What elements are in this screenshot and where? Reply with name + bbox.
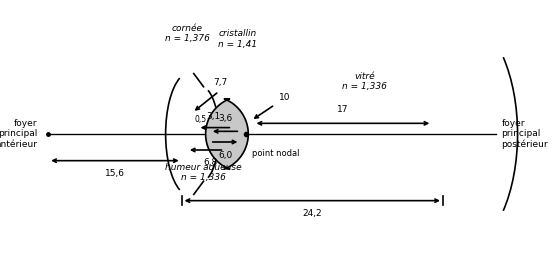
Text: 3,1: 3,1 [206,112,221,121]
Text: 6,8: 6,8 [204,158,218,167]
Text: foyer
principal
antérieur: foyer principal antérieur [0,119,38,149]
Text: humeur aqueuse
n = 1,336: humeur aqueuse n = 1,336 [165,163,241,182]
Text: point nodal: point nodal [252,149,300,158]
Text: 17: 17 [337,105,349,114]
Text: foyer
principal
postérieur: foyer principal postérieur [502,119,548,149]
Text: cristallin
n = 1,41: cristallin n = 1,41 [218,29,257,49]
Text: 6,0: 6,0 [218,151,232,160]
Polygon shape [206,99,249,169]
Text: 24,2: 24,2 [302,209,322,218]
Text: vitré
n = 1,336: vitré n = 1,336 [342,72,386,91]
Text: 15,6: 15,6 [105,169,125,178]
Text: cornée
n = 1,376: cornée n = 1,376 [165,24,210,43]
Text: 7,7: 7,7 [213,78,227,87]
Text: 10: 10 [279,93,291,102]
Text: 0,5: 0,5 [194,116,206,124]
Text: 3,6: 3,6 [218,114,232,123]
